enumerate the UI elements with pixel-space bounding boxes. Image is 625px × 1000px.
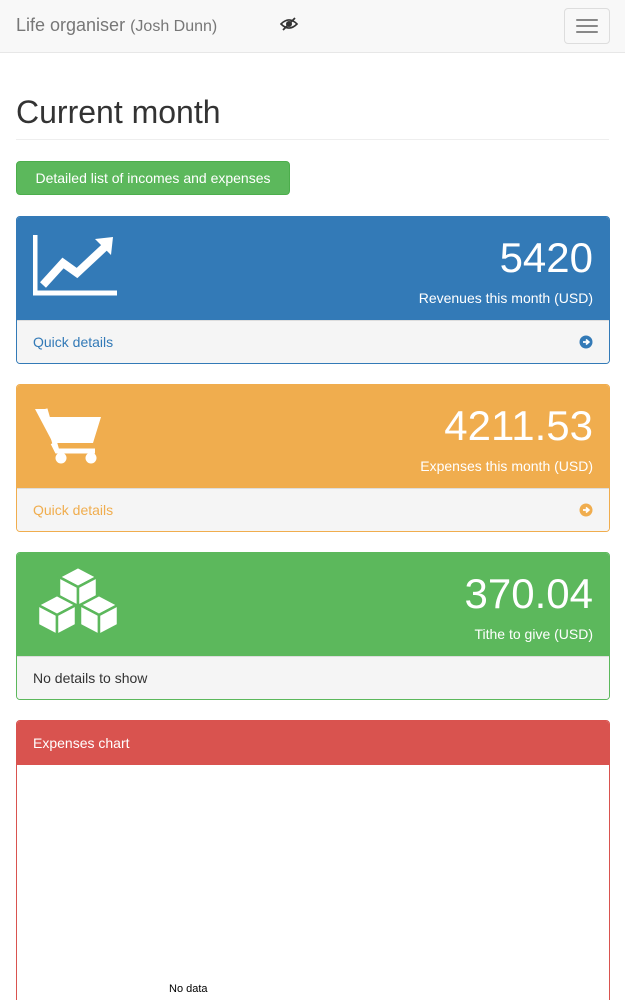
expenses-chart-panel: Expenses chart No data (16, 720, 610, 1000)
navbar: Life organiser (Josh Dunn) (0, 0, 625, 53)
page-title: Current month (16, 94, 221, 130)
tithe-label: Tithe to give (USD) (474, 626, 593, 642)
eye-slash-icon[interactable] (280, 16, 298, 32)
expenses-chart-title: Expenses chart (17, 721, 609, 765)
expenses-panel: 4211.53 Expenses this month (USD) Quick … (16, 384, 610, 532)
revenues-quick-details-link[interactable]: Quick details (17, 320, 609, 363)
tithe-value: 370.04 (464, 570, 593, 617)
revenues-label: Revenues this month (USD) (418, 290, 593, 306)
revenues-value: 5420 (499, 234, 593, 281)
arrow-circle-right-icon (579, 335, 593, 349)
tithe-panel-heading: 370.04 Tithe to give (USD) (17, 553, 609, 656)
shopping-cart-icon (35, 408, 101, 464)
expenses-panel-heading: 4211.53 Expenses this month (USD) (17, 385, 609, 488)
navbar-toggle-button[interactable] (564, 8, 610, 44)
expenses-quick-details-link[interactable]: Quick details (17, 488, 609, 531)
brand-title: Life organiser (16, 15, 126, 35)
brand-user: (Josh Dunn) (130, 18, 218, 35)
expenses-footer-label: Quick details (33, 502, 114, 518)
cubes-icon (36, 565, 120, 637)
line-chart-icon (33, 235, 117, 296)
tithe-footer: No details to show (17, 656, 609, 699)
tithe-footer-label: No details to show (33, 670, 148, 686)
revenues-panel: 5420 Revenues this month (USD) Quick det… (16, 216, 610, 364)
brand[interactable]: Life organiser (Josh Dunn) (16, 15, 217, 36)
expenses-value: 4211.53 (444, 402, 593, 449)
page-header: Current month (16, 94, 609, 140)
revenues-panel-heading: 5420 Revenues this month (USD) (17, 217, 609, 320)
revenues-footer-label: Quick details (33, 334, 114, 350)
detailed-list-button[interactable]: Detailed list of incomes and expenses (16, 161, 290, 195)
expenses-label: Expenses this month (USD) (420, 458, 593, 474)
tithe-panel: 370.04 Tithe to give (USD) No details to… (16, 552, 610, 700)
chart-empty-text: No data (169, 983, 208, 995)
expenses-chart-area: No data (17, 765, 609, 1000)
arrow-circle-right-icon (579, 503, 593, 517)
